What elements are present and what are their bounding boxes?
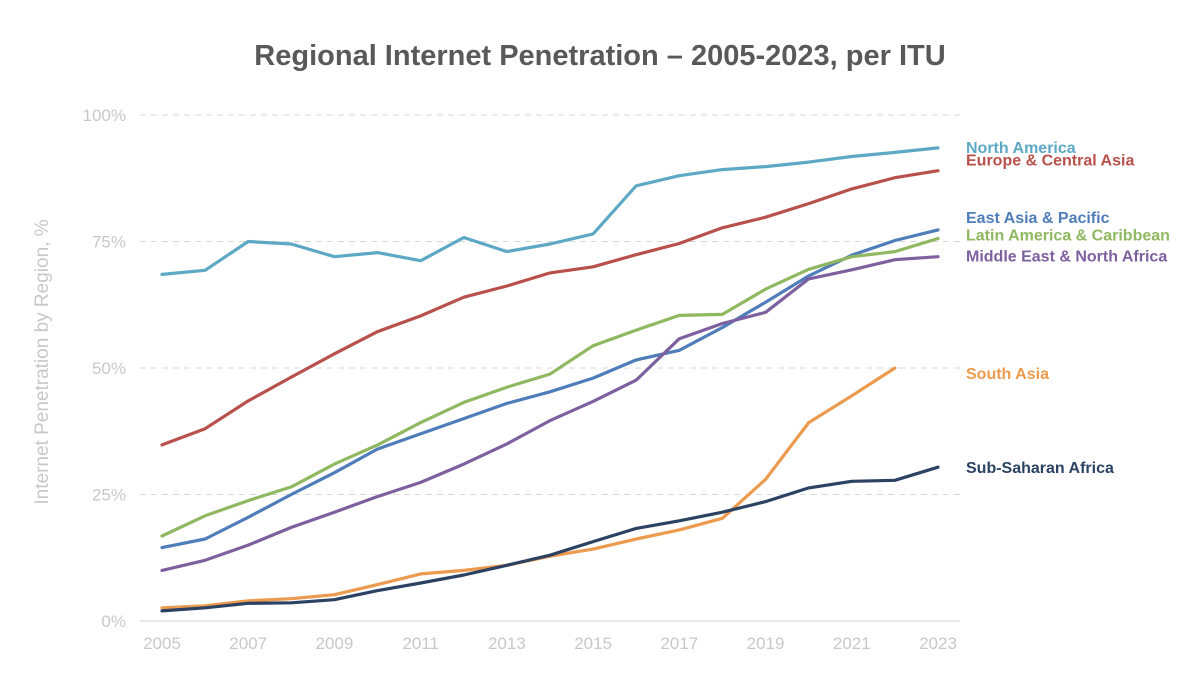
y-tick-label: 0% — [101, 612, 126, 631]
x-tick-label: 2023 — [919, 634, 957, 653]
gridlines — [140, 114, 960, 495]
series-line-south-asia — [160, 366, 897, 610]
x-tick-label: 2017 — [660, 634, 698, 653]
y-axis-label: Internet Penetration by Region, % — [32, 219, 53, 504]
series-label-south-asia: South Asia — [966, 366, 1049, 383]
x-tick-label: 2009 — [316, 634, 354, 653]
x-tick-label: 2011 — [402, 634, 439, 653]
x-tick-label: 2021 — [833, 634, 871, 653]
axes: 0% 25% 50% 75% 100% 2005 2007 2009 2011 2013 2015 2… — [83, 106, 960, 653]
x-tick-label: 2015 — [574, 634, 612, 653]
series-line-east-asia-and-pacific — [160, 228, 940, 550]
series-lines — [160, 146, 940, 613]
x-tick-label: 2007 — [229, 634, 267, 653]
series-line-middle-east-and-north-africa — [160, 255, 940, 573]
series-line-latin-america-and-caribbean — [160, 236, 940, 538]
series-label-sub-saharan-africa: Sub-Saharan Africa — [966, 460, 1114, 477]
y-tick-label: 50% — [92, 359, 126, 378]
x-tick-label: 2005 — [143, 634, 181, 653]
series-line-north-america — [160, 146, 940, 276]
series-label-latin-america-and-caribbean: Latin America & Caribbean — [966, 227, 1170, 244]
series-line-europe-and-central-asia — [160, 169, 940, 447]
series-line-sub-saharan-africa — [160, 465, 940, 613]
x-tick-label: 2013 — [488, 634, 526, 653]
y-tick-label: 75% — [92, 233, 126, 252]
y-tick-label: 25% — [92, 486, 126, 505]
series-label-middle-east-and-north-africa: Middle East & North Africa — [966, 249, 1167, 266]
series-label-north-america: North America — [966, 140, 1076, 157]
series-label-east-asia-and-pacific: East Asia & Pacific — [966, 210, 1110, 227]
y-tick-label: 100% — [83, 106, 126, 125]
chart-title: Regional Internet Penetration – 2005-202… — [254, 40, 946, 72]
x-tick-label: 2019 — [747, 634, 785, 653]
series-label-europe-and-central-asia: Europe & Central Asia — [966, 153, 1134, 170]
